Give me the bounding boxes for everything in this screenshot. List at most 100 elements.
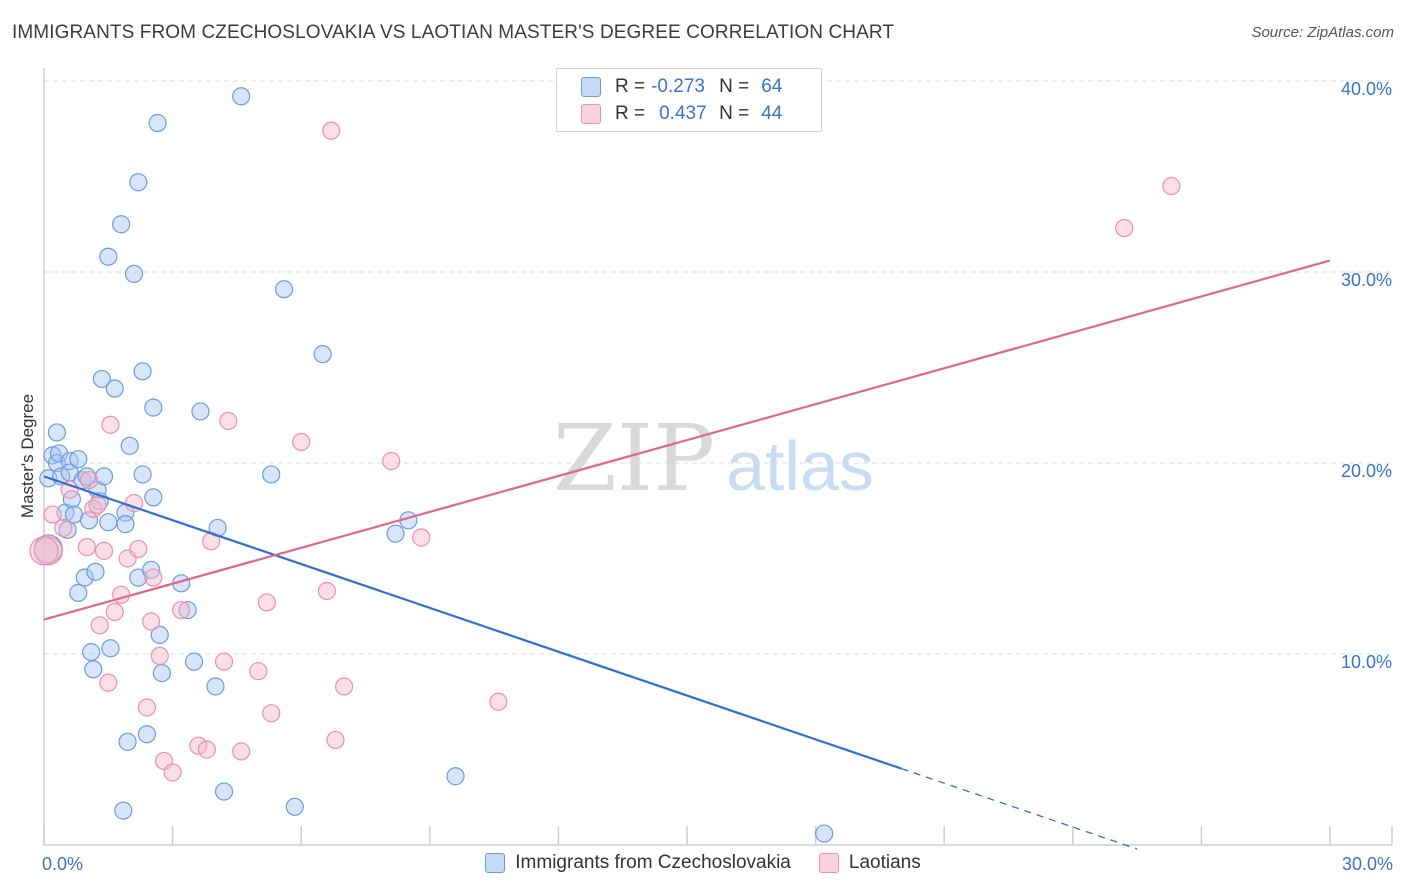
point-laotians bbox=[99, 673, 118, 692]
point-czechoslovakia bbox=[120, 436, 139, 455]
series-legend-laotians[interactable]: Laotians bbox=[818, 852, 921, 874]
point-czechoslovakia bbox=[285, 797, 304, 816]
point-czechoslovakia bbox=[114, 801, 133, 820]
point-laotians bbox=[197, 740, 216, 759]
trendline-czechoslovakia bbox=[43, 475, 902, 770]
point-czechoslovakia bbox=[99, 247, 118, 266]
series-swatch-laotians bbox=[818, 853, 839, 873]
legend-swatch-laotians bbox=[581, 104, 601, 124]
legend-r-value: -0.273 bbox=[651, 76, 705, 97]
point-laotians bbox=[88, 495, 107, 515]
point-laotians bbox=[326, 730, 345, 750]
point-laotians bbox=[322, 121, 341, 140]
point-czechoslovakia bbox=[69, 450, 88, 469]
legend-row-czechoslovakia: R = -0.273 N = 64 bbox=[581, 74, 782, 100]
point-laotians bbox=[43, 505, 62, 524]
point-laotians bbox=[232, 742, 251, 761]
point-laotians bbox=[219, 411, 238, 431]
point-czechoslovakia bbox=[116, 515, 135, 534]
point-laotians bbox=[33, 536, 63, 566]
point-laotians bbox=[292, 432, 311, 452]
point-laotians bbox=[189, 736, 208, 755]
point-czechoslovakia bbox=[386, 524, 405, 543]
point-czechoslovakia bbox=[815, 824, 834, 843]
point-czechoslovakia bbox=[124, 264, 144, 284]
y-tick-label: 20.0% bbox=[1341, 461, 1392, 481]
trendline-laotians bbox=[43, 259, 1331, 621]
point-czechoslovakia bbox=[112, 215, 131, 234]
point-laotians bbox=[101, 415, 120, 434]
point-laotians bbox=[129, 539, 148, 559]
point-czechoslovakia bbox=[69, 583, 88, 602]
point-czechoslovakia bbox=[84, 660, 103, 679]
trendline-czechoslovakia-extension bbox=[901, 767, 1138, 850]
y-tick-label: 30.0% bbox=[1341, 270, 1392, 290]
point-laotians bbox=[1115, 218, 1134, 238]
point-czechoslovakia bbox=[86, 562, 105, 581]
y-tick-label: 40.0% bbox=[1341, 79, 1392, 99]
point-laotians bbox=[77, 537, 96, 557]
point-czechoslovakia bbox=[94, 467, 114, 486]
point-czechoslovakia bbox=[133, 362, 152, 381]
point-czechoslovakia bbox=[105, 379, 124, 398]
point-laotians bbox=[172, 600, 191, 620]
point-laotians bbox=[90, 616, 109, 635]
y-tick-label: 10.0% bbox=[1341, 652, 1392, 672]
point-czechoslovakia bbox=[214, 782, 234, 801]
point-laotians bbox=[334, 677, 354, 696]
y-axis-label: Master's Degree bbox=[18, 393, 37, 519]
legend-n-value: 64 bbox=[761, 76, 783, 97]
point-laotians bbox=[150, 646, 169, 666]
series-legend: Immigrants from Czechoslovakia Laotians bbox=[0, 852, 1406, 874]
legend-row-laotians: R = 0.437 N = 44 bbox=[581, 101, 782, 127]
point-czechoslovakia bbox=[446, 767, 465, 786]
point-czechoslovakia bbox=[144, 398, 163, 417]
x-tick-label: 30.0% bbox=[1342, 854, 1393, 874]
point-laotians bbox=[94, 541, 114, 560]
series-legend-czechoslovakia[interactable]: Immigrants from Czechoslovakia bbox=[485, 852, 791, 874]
point-laotians bbox=[412, 528, 431, 547]
legend-r-label: R = bbox=[615, 103, 646, 124]
point-laotians bbox=[257, 593, 277, 612]
point-czechoslovakia bbox=[274, 280, 294, 299]
point-czechoslovakia bbox=[232, 87, 251, 106]
point-czechoslovakia bbox=[191, 402, 210, 421]
point-czechoslovakia bbox=[129, 173, 148, 192]
point-laotians bbox=[105, 602, 124, 622]
point-czechoslovakia bbox=[82, 642, 101, 662]
point-czechoslovakia bbox=[75, 568, 94, 587]
point-czechoslovakia bbox=[47, 423, 66, 442]
point-laotians bbox=[262, 704, 281, 723]
point-czechoslovakia bbox=[133, 465, 152, 484]
legend-r-label: R = bbox=[615, 76, 646, 97]
point-laotians bbox=[489, 692, 508, 711]
legend-swatch-czechoslovakia bbox=[581, 77, 601, 97]
point-czechoslovakia bbox=[152, 663, 171, 683]
point-czechoslovakia bbox=[206, 677, 225, 696]
legend-n-label: N = bbox=[719, 76, 750, 97]
point-laotians bbox=[54, 518, 73, 538]
point-czechoslovakia bbox=[178, 600, 197, 620]
series-swatch-czechoslovakia bbox=[485, 853, 506, 873]
point-laotians bbox=[144, 568, 163, 587]
point-czechoslovakia bbox=[99, 513, 118, 532]
watermark-atlas: atlas bbox=[726, 427, 874, 505]
point-czechoslovakia bbox=[262, 465, 281, 484]
point-czechoslovakia bbox=[150, 625, 169, 645]
chart-title: IMMIGRANTS FROM CZECHOSLOVAKIA VS LAOTIA… bbox=[12, 22, 895, 43]
point-laotians bbox=[137, 698, 156, 717]
point-czechoslovakia bbox=[101, 639, 120, 658]
point-laotians bbox=[1162, 176, 1181, 196]
point-czechoslovakia bbox=[79, 511, 99, 530]
legend-n-value: 44 bbox=[761, 103, 783, 124]
source-label: Source: ZipAtlas.com bbox=[1251, 24, 1394, 41]
watermark-zip: ZIP bbox=[553, 405, 715, 512]
series-name-czechoslovakia: Immigrants from Czechoslovakia bbox=[515, 852, 791, 873]
point-czechoslovakia bbox=[92, 369, 111, 389]
point-czechoslovakia bbox=[144, 488, 163, 507]
point-czechoslovakia bbox=[118, 732, 137, 751]
x-tick-label: 0.0% bbox=[42, 854, 83, 874]
point-czechoslovakia bbox=[184, 652, 204, 671]
point-laotians bbox=[142, 612, 161, 631]
